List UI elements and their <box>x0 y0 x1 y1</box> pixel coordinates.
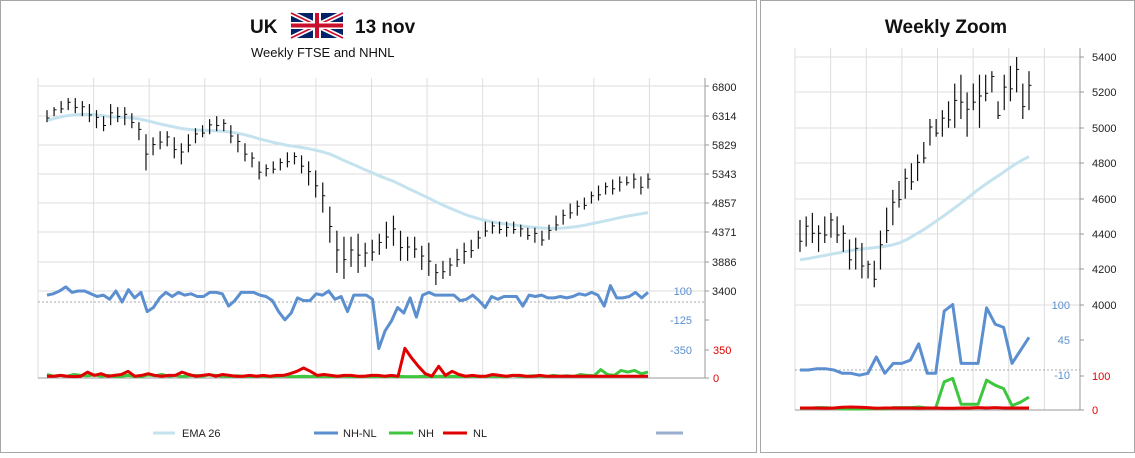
right-price-tick: 5200 <box>1092 87 1116 99</box>
uk-flag-icon <box>289 10 345 41</box>
right-price-tick: 4600 <box>1092 194 1116 206</box>
left-legend: EMA 26 NH-NL NH NL <box>153 428 683 440</box>
right-price-tick: 4400 <box>1092 229 1116 241</box>
left-date: 13 nov <box>355 17 416 38</box>
left-price-tick: 3886 <box>712 257 736 269</box>
legend-nl-label: NL <box>473 428 487 440</box>
right-price-tick: 4200 <box>1092 264 1116 276</box>
right-nhnl-tick: 100 <box>1052 300 1070 312</box>
right-panel <box>760 0 1135 453</box>
legend-nh-label: NH <box>418 428 434 440</box>
right-price-tick: 5000 <box>1092 123 1116 135</box>
right-nl-tick: 0 <box>1092 405 1098 417</box>
left-price-tick: 3400 <box>712 286 736 298</box>
right-ticks: 5400 5200 5000 4800 4600 4400 4200 4000 … <box>1052 52 1117 417</box>
left-price-tick: 6800 <box>712 82 736 94</box>
right-title: Weekly Zoom <box>885 17 1007 38</box>
right-nhnl-tick: 45 <box>1058 335 1070 347</box>
right-series <box>799 57 1032 411</box>
left-nhnl-tick: -125 <box>670 315 692 327</box>
nl-line <box>800 405 1029 410</box>
left-ticks: 6800 6314 5829 5343 4857 4371 3886 3400 … <box>670 82 737 385</box>
left-subtitle: Weekly FTSE and NHNL <box>251 45 395 60</box>
ema26-line <box>46 112 649 230</box>
nl-line <box>47 346 648 379</box>
left-price-tick: 5829 <box>712 140 736 152</box>
left-nl-tick: 0 <box>713 373 719 385</box>
legend-nhnl-label: NH-NL <box>343 428 377 440</box>
right-price-tick: 4800 <box>1092 158 1116 170</box>
left-price-tick: 4857 <box>712 198 736 210</box>
right-price-tick: 5400 <box>1092 52 1116 64</box>
left-nl-tick: 350 <box>713 345 731 357</box>
left-price-tick: 4371 <box>712 227 736 239</box>
left-panel <box>0 0 757 453</box>
right-price-tick: 4000 <box>1092 300 1116 312</box>
left-series <box>46 98 651 379</box>
left-title: UK <box>250 17 278 38</box>
right-nl-tick: 100 <box>1092 371 1110 383</box>
left-price-tick: 5343 <box>712 169 736 181</box>
right-nhnl-tick: -10 <box>1054 370 1070 382</box>
legend-ema-label: EMA 26 <box>182 428 221 440</box>
left-nhnl-tick: 100 <box>674 286 692 298</box>
ema26-line <box>799 155 1030 262</box>
nhnl-line <box>46 284 649 351</box>
left-price-tick: 6314 <box>712 111 736 123</box>
left-nhnl-tick: -350 <box>670 345 692 357</box>
nhnl-line <box>800 303 1031 377</box>
